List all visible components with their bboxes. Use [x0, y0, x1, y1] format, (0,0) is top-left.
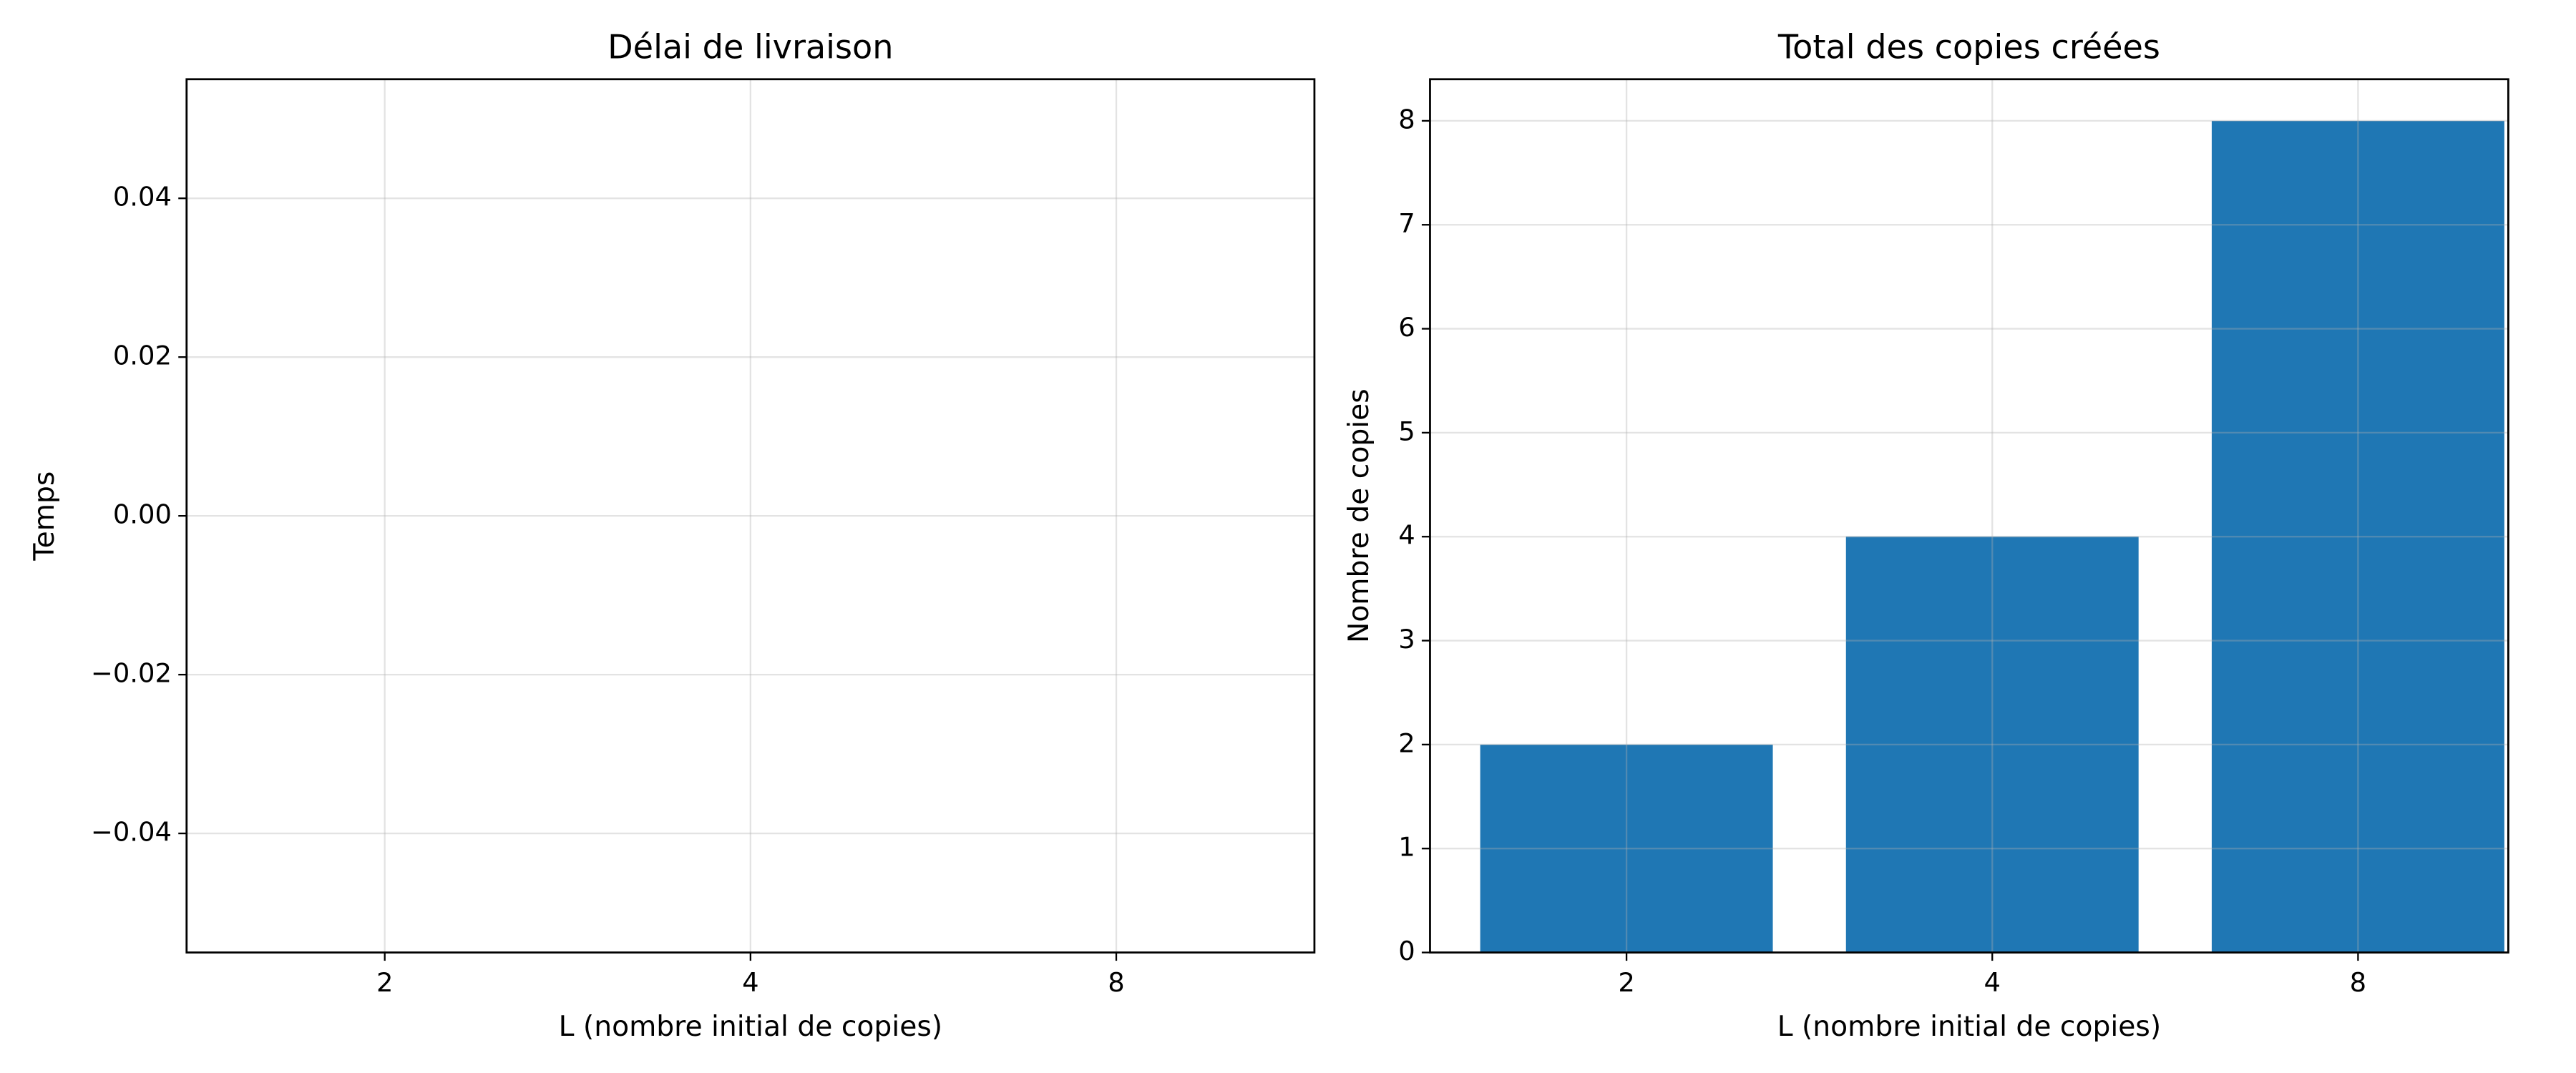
- bar: [2211, 120, 2504, 953]
- x-axis-label: L (nombre initial de copies): [559, 1011, 942, 1043]
- y-tick-label: 2: [1398, 727, 1415, 758]
- y-tick-label: 0.04: [113, 182, 172, 212]
- y-tick-label: 1: [1398, 832, 1415, 863]
- y-tick-label: 5: [1398, 416, 1415, 446]
- y-tick-label: −0.04: [91, 817, 172, 848]
- plot-frame: [185, 78, 1316, 954]
- chart-title: Total des copies créées: [1777, 28, 2160, 67]
- y-tick-label: 0.00: [113, 499, 172, 530]
- x-tick-label: 4: [1984, 967, 2000, 998]
- y-tick-label: 0.02: [113, 340, 172, 371]
- y-tick-label: 6: [1398, 312, 1415, 343]
- y-tick-label: 0: [1398, 936, 1415, 966]
- y-tick-label: 4: [1398, 520, 1415, 551]
- x-axis-label: L (nombre initial de copies): [1777, 1011, 2161, 1043]
- x-tick-label: 2: [1618, 967, 1634, 998]
- bar: [1480, 744, 1773, 953]
- x-tick-label: 4: [742, 967, 758, 998]
- y-tick-label: −0.02: [91, 658, 172, 689]
- y-axis-label: Temps: [29, 471, 61, 562]
- y-axis-label: Nombre de copies: [1343, 388, 1375, 643]
- y-tick-label: 3: [1398, 624, 1415, 655]
- x-tick-label: 8: [1108, 967, 1124, 998]
- y-tick-label: 7: [1398, 208, 1415, 239]
- chart-title: Délai de livraison: [608, 28, 893, 67]
- bar: [1845, 536, 2139, 953]
- plot-frame: [1429, 78, 2509, 954]
- x-tick-label: 2: [376, 967, 393, 998]
- x-tick-label: 8: [2350, 967, 2366, 998]
- y-tick-label: 8: [1398, 104, 1415, 134]
